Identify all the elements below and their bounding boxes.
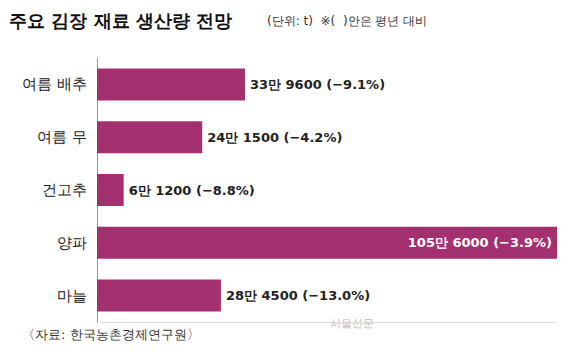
- svg-text:(단위: t) ※( )안은 평년 대비: (단위: t) ※( )안은 평년 대비: [267, 14, 427, 28]
- svg-text:서울신문: 서울신문: [330, 317, 374, 330]
- svg-text:여름 무: 여름 무: [37, 128, 87, 146]
- svg-text:24만 1500 (−4.2%): 24만 1500 (−4.2%): [207, 130, 342, 145]
- svg-text:마늘: 마늘: [57, 287, 87, 305]
- svg-text:28만 4500 (−13.0%): 28만 4500 (−13.0%): [226, 288, 370, 303]
- svg-text:6만 1200 (−8.8%): 6만 1200 (−8.8%): [129, 183, 255, 198]
- svg-text:주요 김장 재료 생산량 전망: 주요 김장 재료 생산량 전망: [9, 10, 232, 31]
- svg-text:건고추: 건고추: [42, 181, 87, 199]
- svg-text:여름 배추: 여름 배추: [22, 75, 87, 93]
- svg-text:105만 6000 (−3.9%): 105만 6000 (−3.9%): [408, 235, 552, 250]
- svg-text:〈자료: 한국농촌경제연구원〉: 〈자료: 한국농촌경제연구원〉: [22, 327, 200, 342]
- svg-text:양파: 양파: [57, 234, 87, 252]
- svg-text:33만 9600 (−9.1%): 33만 9600 (−9.1%): [250, 77, 385, 92]
